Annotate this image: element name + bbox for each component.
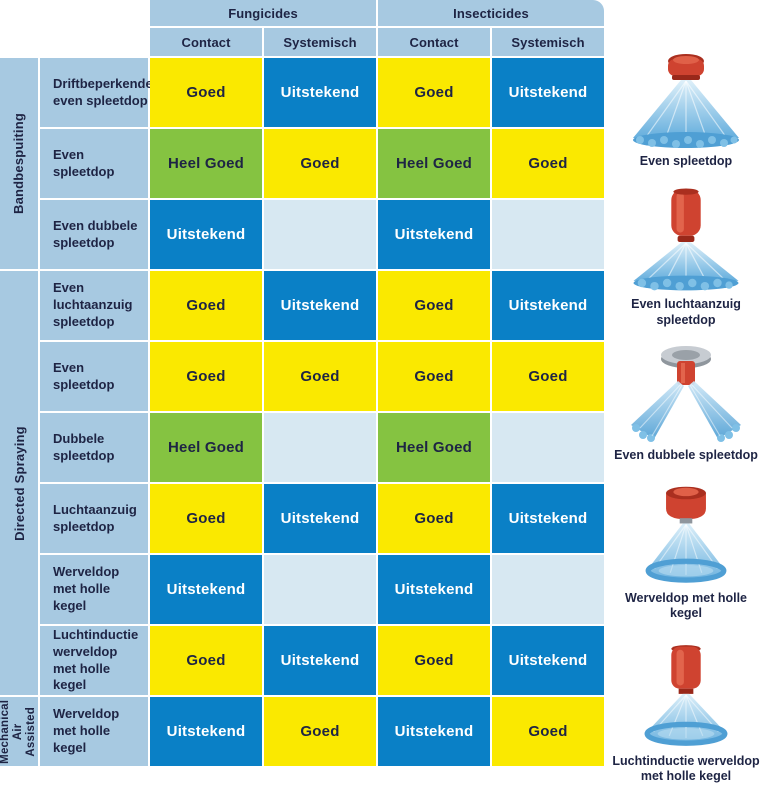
- rating-cell: [492, 413, 604, 482]
- rating-cell: Goed: [150, 271, 262, 340]
- rating-cell: Goed: [492, 342, 604, 411]
- nozzle-caption: Even luchtaanzuig spleetdop: [631, 297, 741, 327]
- rating-cell: Uitstekend: [150, 697, 262, 766]
- rating-cell: Goed: [264, 697, 376, 766]
- rating-cell: Uitstekend: [150, 200, 262, 269]
- rating-cell: Goed: [378, 626, 490, 695]
- nozzle-flat-fan-tall-image: [623, 187, 749, 295]
- nozzle-caption: Even spleetdop: [639, 154, 733, 168]
- rating-cell: Goed: [492, 129, 604, 198]
- row-label: Even luchtaanzuig spleetdop: [40, 271, 148, 340]
- double-fan-nozzle-icon: [631, 345, 741, 442]
- nozzle-figure-luchtinductie-werveldop-met-holle-kegel: Luchtinductie werveldop met holle kegel: [610, 640, 762, 785]
- rating-cell: Goed: [264, 342, 376, 411]
- row-label: Even spleetdop: [40, 129, 148, 198]
- nozzle-flat-fan-image: [623, 52, 749, 152]
- row-label: Werveldop met holle kegel: [40, 697, 148, 766]
- rating-cell: [264, 200, 376, 269]
- row-label: Luchtinductie werveldop met holle kegel: [40, 626, 148, 695]
- rating-cell: Goed: [264, 129, 376, 198]
- flat-fan-nozzle-icon: [633, 54, 739, 148]
- hollow-cone-tall-nozzle-icon: [644, 644, 728, 746]
- nozzle-figure-even-spleetdop: Even spleetdop: [610, 52, 762, 169]
- hollow-cone-nozzle-icon: [645, 486, 727, 583]
- rating-cell: Uitstekend: [150, 555, 262, 624]
- row-label: Luchtaanzuig spleetdop: [40, 484, 148, 553]
- nozzle-caption: Even dubbele spleetdop: [614, 447, 758, 462]
- rating-cell: [264, 555, 376, 624]
- column-group-insecticides: Insecticides: [378, 0, 604, 26]
- rating-cell: Heel Goed: [378, 129, 490, 198]
- rating-cell: Uitstekend: [264, 58, 376, 127]
- row-group-label: Bandbespuiting: [11, 112, 27, 215]
- ratings-table: Fungicides Insecticides Contact Systemis…: [0, 0, 604, 766]
- rating-cell: Uitstekend: [264, 484, 376, 553]
- nozzle-hollow-cone-tall-image: [623, 640, 749, 752]
- row-label: Even dubbele spleetdop: [40, 200, 148, 269]
- row-label: Werveldop met holle kegel: [40, 555, 148, 624]
- row-group-label: Mechanical Air Assisted: [0, 699, 38, 764]
- rating-cell: Uitstekend: [264, 626, 376, 695]
- rating-cell: [264, 413, 376, 482]
- rating-cell: Goed: [150, 342, 262, 411]
- nozzle-caption: Werveldop met holle kegel: [624, 591, 747, 621]
- rating-cell: Goed: [492, 697, 604, 766]
- rating-cell: Heel Goed: [150, 413, 262, 482]
- rating-cell: Uitstekend: [264, 271, 376, 340]
- rating-cell: Goed: [378, 342, 490, 411]
- rating-cell: Uitstekend: [378, 200, 490, 269]
- rating-cell: Goed: [378, 58, 490, 127]
- rating-cell: [492, 200, 604, 269]
- rating-cell: Heel Goed: [150, 129, 262, 198]
- row-label: Driftbeperkende even spleetdop: [40, 58, 153, 127]
- subheader-fungicides-contact: Contact: [150, 28, 262, 56]
- flat-fan-tall-nozzle-icon: [633, 188, 739, 291]
- rating-cell: Uitstekend: [492, 58, 604, 127]
- row-group-label: Directed Spraying: [11, 425, 27, 541]
- subheader-insecticides-systemisch: Systemisch: [492, 28, 604, 56]
- rating-cell: Goed: [150, 484, 262, 553]
- row-group-directed-spraying: Directed Spraying: [0, 271, 38, 695]
- rating-cell: [492, 555, 604, 624]
- row-label: Even spleetdop: [40, 342, 148, 411]
- nozzle-gallery: Even spleetdop Even luchtaanzuig spleetd…: [607, 52, 765, 802]
- nozzle-figure-even-luchtaanzuig-spleetdop: Even luchtaanzuig spleetdop: [610, 187, 762, 328]
- nozzle-hollow-cone-image: [623, 481, 749, 589]
- row-label: Dubbele spleetdop: [40, 413, 148, 482]
- nozzle-double-fan-image: [623, 345, 749, 446]
- rating-cell: Heel Goed: [378, 413, 490, 482]
- rating-cell: Uitstekend: [492, 271, 604, 340]
- rating-cell: Uitstekend: [378, 697, 490, 766]
- rating-cell: Uitstekend: [492, 484, 604, 553]
- nozzle-caption: Luchtinductie werveldop met holle kegel: [612, 753, 760, 783]
- rating-cell: Uitstekend: [492, 626, 604, 695]
- column-group-fungicides: Fungicides: [150, 0, 376, 26]
- rating-cell: Goed: [150, 626, 262, 695]
- rating-cell: Goed: [378, 484, 490, 553]
- rating-cell: Goed: [150, 58, 262, 127]
- subheader-fungicides-systemisch: Systemisch: [264, 28, 376, 56]
- subheader-insecticides-contact: Contact: [378, 28, 490, 56]
- row-group-mechanical-air-assisted: Mechanical Air Assisted: [0, 697, 38, 766]
- rating-cell: Uitstekend: [378, 555, 490, 624]
- rating-cell: Goed: [378, 271, 490, 340]
- row-group-bandbespuiting: Bandbespuiting: [0, 58, 38, 269]
- nozzle-figure-even-dubbele-spleetdop: Even dubbele spleetdop: [610, 345, 762, 463]
- nozzle-figure-werveldop-met-holle-kegel: Werveldop met holle kegel: [610, 481, 762, 622]
